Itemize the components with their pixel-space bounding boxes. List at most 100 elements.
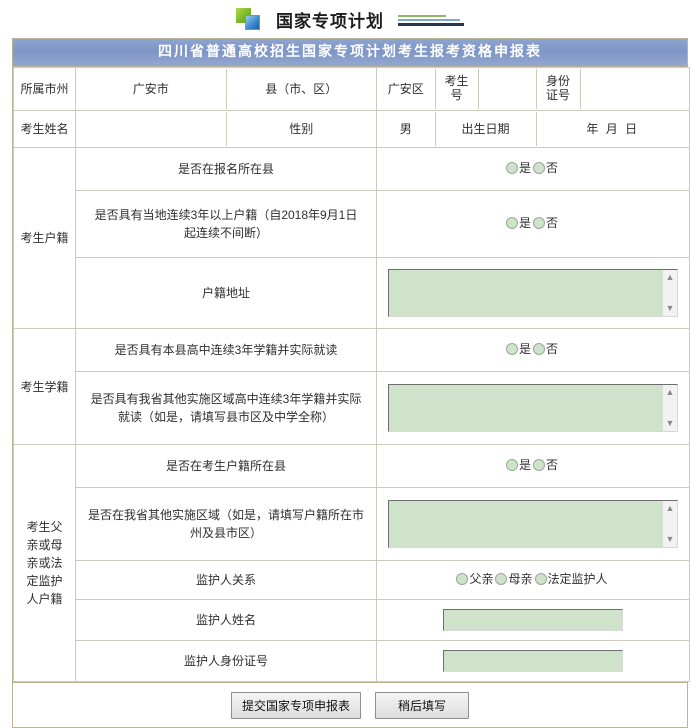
section-label-household: 考生户籍: [13, 147, 76, 329]
radio-option-label: 是: [518, 342, 531, 356]
question-label: 户籍地址: [75, 257, 377, 329]
chevron-down-icon[interactable]: ▼: [665, 534, 675, 544]
radio-option-yes[interactable]: 是: [505, 456, 531, 474]
table-row-guardian-q1: 考生父亲或母亲或法定监护人户籍 是否在考生户籍所在县 是 否: [13, 444, 690, 682]
radio-option-legal-guardian[interactable]: 法定监护人: [534, 570, 608, 588]
radio-group-yesno: 是 否: [505, 214, 560, 232]
chevron-up-icon[interactable]: ▲: [665, 272, 675, 282]
radio-option-yes[interactable]: 是: [505, 340, 531, 358]
radio-circle-icon[interactable]: [534, 573, 547, 585]
radio-option-label: 法定监护人: [547, 572, 608, 586]
radio-group-guardian-relation: 父亲 母亲 法定监护人: [456, 570, 609, 588]
form-frame: 四川省普通高校招生国家专项计划考生报考资格申报表 所属市州 广安市 县（市、区）: [12, 38, 690, 728]
county-label: 县（市、区）: [265, 82, 338, 96]
chevron-up-icon[interactable]: ▲: [665, 503, 675, 513]
radio-option-mother[interactable]: 母亲: [495, 570, 533, 588]
household-address-textarea[interactable]: ▲ ▼: [388, 269, 678, 317]
chevron-down-icon[interactable]: ▼: [665, 418, 675, 428]
radio-option-no[interactable]: 否: [533, 456, 558, 474]
radio-option-label: 否: [546, 458, 559, 472]
textarea-body[interactable]: [389, 270, 662, 316]
radio-option-label: 母亲: [508, 572, 533, 586]
answer-cell: [376, 640, 690, 682]
radio-option-label: 否: [546, 161, 559, 175]
table-row-schooling-q2: 是否具有我省其他实施区域高中连续3年学籍并实际就读（如是，请填写县市区及中学全称…: [14, 371, 690, 445]
table-row-household-q2: 是否具有当地连续3年以上户籍（自2018年9月1日起连续不间断） 是 否: [14, 190, 690, 258]
chevron-down-icon[interactable]: ▼: [665, 303, 675, 313]
guardian-id-input[interactable]: [443, 650, 623, 672]
question-label: 是否具有本县高中连续3年学籍并实际就读: [75, 328, 377, 372]
radio-option-label: 是: [518, 161, 531, 175]
fill-later-button[interactable]: 稍后填写: [375, 691, 470, 719]
schooling-detail-textarea[interactable]: ▲ ▼: [388, 384, 678, 432]
table-row-guardian-q2: 是否在我省其他实施区域（如是，请填写户籍所在市州及县市区） ▲ ▼: [14, 487, 690, 561]
radio-option-label: 是: [518, 458, 531, 472]
radio-option-label: 否: [546, 342, 559, 356]
chevron-up-icon[interactable]: ▲: [665, 387, 675, 397]
textarea-scrollbar[interactable]: ▲ ▼: [662, 385, 677, 431]
county-value: 广安区: [377, 69, 436, 109]
textarea-body[interactable]: [389, 501, 662, 547]
city-label: 所属市州: [13, 67, 76, 111]
triple-rule-decoration-icon: [398, 14, 464, 26]
table-row-identity-2: 考生姓名 性别 男 出生日期: [13, 110, 690, 148]
textarea-body[interactable]: [389, 385, 662, 431]
application-form-table: 所属市州 广安市 县（市、区） 广安区: [13, 67, 690, 682]
radio-circle-icon[interactable]: [533, 217, 545, 229]
answer-cell: 是 否: [376, 190, 690, 258]
radio-option-no[interactable]: 否: [533, 214, 558, 232]
question-label: 是否在报名所在县: [75, 147, 377, 191]
table-row-guardian-name: 监护人姓名: [14, 599, 690, 641]
radio-circle-icon[interactable]: [505, 162, 518, 174]
section-label-schooling: 考生学籍: [13, 328, 76, 445]
question-label: 监护人姓名: [75, 599, 377, 641]
gender-value: 男: [377, 112, 436, 146]
question-label: 是否在我省其他实施区域（如是，请填写户籍所在市州及县市区）: [75, 487, 377, 561]
radio-circle-icon[interactable]: [533, 459, 545, 471]
page-title: 国家专项计划: [276, 11, 384, 32]
answer-cell: 是 否: [376, 444, 690, 488]
question-label: 监护人关系: [75, 560, 377, 600]
radio-circle-icon[interactable]: [456, 573, 469, 585]
question-label: 是否在考生户籍所在县: [75, 444, 377, 488]
exam-no-value[interactable]: [478, 69, 537, 109]
birth-value: 年 月 日: [586, 122, 640, 136]
green-blue-squares-logo-icon: [236, 7, 262, 31]
form-banner-title: 四川省普通高校招生国家专项计划考生报考资格申报表: [13, 39, 687, 67]
answer-cell: [376, 599, 690, 641]
radio-circle-icon[interactable]: [505, 343, 518, 355]
radio-group-yesno: 是 否: [505, 340, 560, 358]
id-no-value[interactable]: [580, 69, 689, 109]
radio-circle-icon[interactable]: [533, 343, 545, 355]
radio-circle-icon[interactable]: [505, 459, 518, 471]
table-row-household-q1: 考生户籍 是否在报名所在县 是 否: [13, 147, 690, 329]
answer-cell: ▲ ▼: [376, 487, 690, 561]
question-label: 是否具有我省其他实施区域高中连续3年学籍并实际就读（如是，请填写县市区及中学全称…: [75, 371, 377, 445]
birth-label: 出生日期: [435, 112, 537, 146]
table-row-schooling-q1: 考生学籍 是否具有本县高中连续3年学籍并实际就读 是 否: [13, 328, 690, 445]
radio-circle-icon[interactable]: [533, 162, 545, 174]
table-row-identity-1: 所属市州 广安市 县（市、区） 广安区: [13, 67, 690, 111]
guardian-region-textarea[interactable]: ▲ ▼: [388, 500, 678, 548]
radio-option-no[interactable]: 否: [533, 159, 558, 177]
radio-group-yesno: 是 否: [505, 456, 560, 474]
radio-circle-icon[interactable]: [505, 217, 518, 229]
section-label-guardian: 考生父亲或母亲或法定监护人户籍: [13, 444, 76, 682]
radio-circle-icon[interactable]: [495, 573, 508, 585]
radio-option-father[interactable]: 父亲: [456, 570, 493, 588]
radio-option-yes[interactable]: 是: [505, 214, 531, 232]
radio-option-label: 是: [518, 216, 531, 230]
radio-option-yes[interactable]: 是: [505, 159, 531, 177]
submit-application-button[interactable]: 提交国家专项申报表: [230, 691, 361, 719]
name-value[interactable]: [76, 112, 227, 146]
city-value: 广安市: [76, 69, 227, 109]
question-label: 是否具有当地连续3年以上户籍（自2018年9月1日起连续不间断）: [75, 190, 377, 258]
radio-option-no[interactable]: 否: [533, 340, 558, 358]
textarea-scrollbar[interactable]: ▲ ▼: [662, 501, 677, 547]
exam-no-label: 考生号: [435, 69, 479, 109]
guardian-name-input[interactable]: [443, 609, 623, 631]
id-no-label: 身份证号: [536, 69, 581, 109]
radio-option-label: 父亲: [469, 572, 494, 586]
answer-cell: ▲ ▼: [376, 371, 690, 445]
textarea-scrollbar[interactable]: ▲ ▼: [662, 270, 677, 316]
